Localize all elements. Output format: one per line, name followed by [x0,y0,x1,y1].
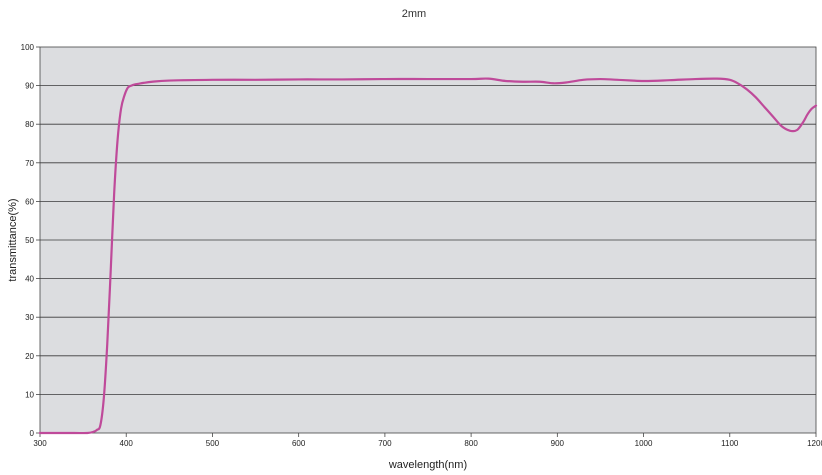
y-tick-label: 30 [25,313,34,322]
y-tick-label: 0 [30,429,35,438]
x-tick-label: 400 [120,439,134,448]
x-tick-label: 600 [292,439,306,448]
chart-title: 2mm [402,8,426,20]
y-tick-label: 20 [25,352,34,361]
y-tick-label: 90 [25,82,34,91]
x-tick-label: 300 [33,439,47,448]
y-tick-label: 60 [25,197,34,206]
grid-lines [40,85,816,395]
x-axis-ticks: 300 400 500 600 700 800 900 1000 1100 1200 [33,433,822,448]
y-axis-ticks: 0 10 20 30 40 50 60 70 80 90 100 [21,43,40,438]
y-tick-label: 50 [25,236,34,245]
x-axis-label: wavelength(nm) [388,459,467,471]
y-axis-label: transmittance(%) [7,198,19,281]
y-tick-label: 100 [21,43,35,52]
x-tick-label: 1100 [721,439,739,448]
x-tick-label: 900 [551,439,565,448]
transmittance-series-line [38,77,818,435]
y-tick-label: 80 [25,120,34,129]
x-tick-label: 700 [378,439,392,448]
y-tick-label: 70 [25,159,34,168]
x-tick-label: 1200 [807,439,822,448]
y-tick-label: 40 [25,275,34,284]
x-tick-label: 1000 [635,439,653,448]
x-tick-label: 500 [206,439,220,448]
y-tick-label: 10 [25,390,34,399]
x-tick-label: 800 [464,439,478,448]
